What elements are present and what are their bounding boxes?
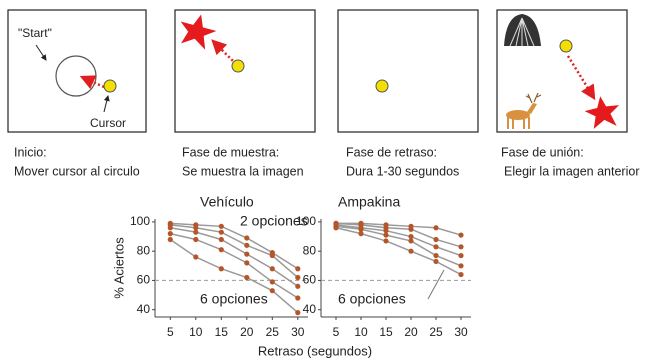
chart-title: Vehículo — [200, 194, 254, 210]
y-tick-label: 80 — [303, 243, 317, 257]
y-tick-label: 60 — [303, 273, 317, 287]
data-point — [219, 266, 224, 271]
y-tick-label: 100 — [130, 214, 150, 228]
series-line — [336, 228, 461, 275]
data-point — [219, 224, 224, 229]
caption: Inicio: — [14, 145, 47, 159]
x-tick-label: 25 — [429, 325, 443, 339]
x-tick-label: 25 — [266, 325, 280, 339]
y-tick-label: 80 — [137, 243, 151, 257]
cursor-dot — [560, 40, 572, 52]
data-point — [408, 227, 413, 232]
data-point — [383, 238, 388, 243]
panel-match — [497, 10, 627, 132]
caption: Mover cursor al circulo — [14, 164, 140, 178]
data-point — [295, 284, 300, 289]
data-point — [408, 238, 413, 243]
x-tick-label: 30 — [454, 325, 468, 339]
data-point — [433, 244, 438, 249]
data-point — [433, 259, 438, 264]
panel-sample — [175, 10, 315, 132]
y-tick-label: 100 — [296, 214, 316, 228]
y-axis-label: % Aciertos — [111, 237, 126, 299]
data-point — [383, 232, 388, 237]
y-tick-label: 40 — [137, 302, 151, 316]
data-point — [458, 244, 463, 249]
data-point — [193, 237, 198, 242]
caption: Dura 1-30 segundos — [346, 164, 459, 178]
data-point — [458, 232, 463, 237]
annotation-pointer — [428, 270, 444, 299]
data-point — [295, 275, 300, 280]
data-point — [168, 225, 173, 230]
x-tick-label: 10 — [354, 325, 368, 339]
caption: Se muestra la imagen — [182, 164, 304, 178]
panel-start: "Start" Cursor — [8, 10, 146, 132]
cursor-dot — [376, 80, 388, 92]
caption: Fase de muestra: — [182, 145, 279, 159]
data-point — [219, 247, 224, 252]
series-line — [170, 234, 297, 298]
x-axis-label: Retraso (segundos) — [258, 343, 372, 358]
data-point — [295, 266, 300, 271]
y-tick-label: 60 — [137, 273, 151, 287]
data-point — [458, 253, 463, 258]
data-point — [433, 225, 438, 230]
annotation: 6 opciones — [338, 291, 406, 307]
data-point — [433, 237, 438, 242]
data-point — [244, 260, 249, 265]
data-point — [358, 231, 363, 236]
data-point — [193, 230, 198, 235]
data-point — [270, 279, 275, 284]
data-point — [219, 230, 224, 235]
caption: Fase de retraso: — [346, 145, 437, 159]
data-point — [244, 275, 249, 280]
cursor-dot — [232, 60, 244, 72]
caption: Fase de unión: — [501, 145, 584, 159]
y-tick-label: 40 — [303, 302, 317, 316]
chart-title: Ampakina — [338, 194, 400, 210]
data-point — [244, 243, 249, 248]
x-tick-label: 20 — [404, 325, 418, 339]
data-point — [408, 249, 413, 254]
x-tick-label: 10 — [189, 325, 203, 339]
panel-frame — [338, 10, 478, 132]
cursor-label: Cursor — [90, 116, 126, 130]
annotation: 6 opciones — [200, 291, 268, 307]
x-tick-label: 30 — [291, 325, 305, 339]
data-point — [458, 263, 463, 268]
data-point — [458, 272, 463, 277]
start-label: "Start" — [18, 26, 52, 40]
caption: Elegir la imagen anterior — [504, 164, 640, 178]
x-tick-label: 5 — [333, 325, 340, 339]
data-point — [168, 237, 173, 242]
panel-delay — [338, 10, 478, 132]
figure: "Start" Cursor Inicio: Mover cu — [0, 0, 667, 362]
data-point — [270, 288, 275, 293]
data-point — [244, 235, 249, 240]
cursor-dot — [104, 80, 116, 92]
data-point — [219, 237, 224, 242]
data-point — [333, 225, 338, 230]
data-point — [270, 266, 275, 271]
x-tick-label: 5 — [167, 325, 174, 339]
data-point — [244, 252, 249, 257]
data-point — [295, 295, 300, 300]
data-point — [270, 253, 275, 258]
data-point — [168, 231, 173, 236]
data-point — [295, 310, 300, 315]
x-tick-label: 20 — [240, 325, 254, 339]
data-point — [193, 254, 198, 259]
data-point — [433, 253, 438, 258]
x-tick-label: 15 — [379, 325, 393, 339]
x-tick-label: 15 — [215, 325, 229, 339]
